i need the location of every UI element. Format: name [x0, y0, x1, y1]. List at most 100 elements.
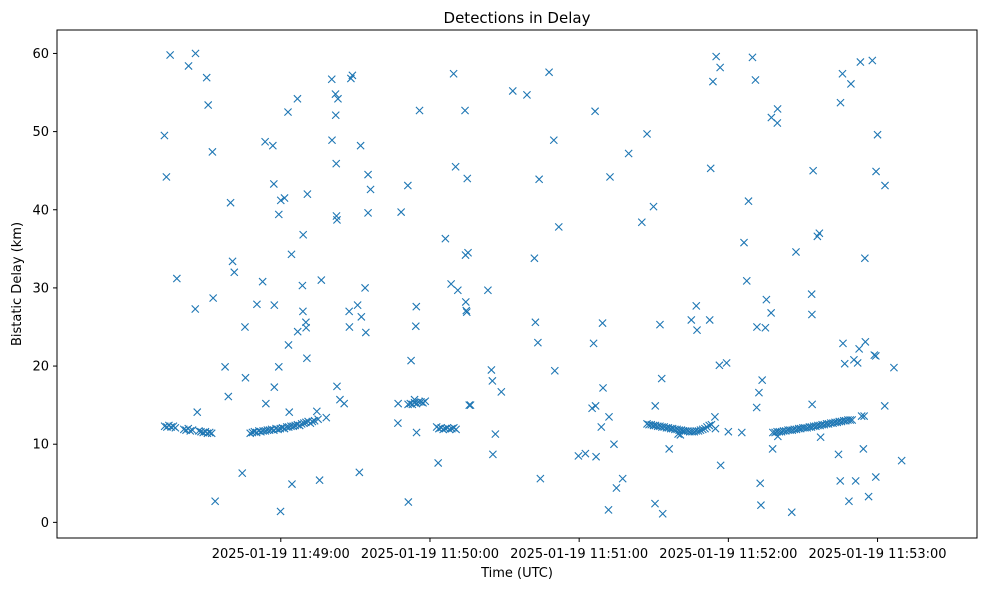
data-point-marker [836, 476, 845, 485]
data-point-marker [649, 202, 658, 211]
data-point-marker [868, 56, 877, 65]
y-tick-label: 20 [32, 360, 49, 375]
data-point-marker [834, 450, 843, 459]
data-point-marker [302, 354, 311, 363]
data-point-marker [545, 68, 554, 77]
data-point-marker [348, 71, 357, 80]
data-point-marker [592, 452, 601, 461]
data-point-marker [679, 426, 688, 435]
data-point-marker [274, 362, 283, 371]
data-point-marker [461, 106, 470, 115]
data-point-marker [415, 106, 424, 115]
data-point-marker [308, 417, 317, 426]
data-point-marker [880, 401, 889, 410]
data-point-marker [412, 428, 421, 437]
data-point-marker [453, 286, 462, 295]
data-point-marker [302, 323, 311, 332]
data-point-marker [252, 300, 261, 309]
data-point-marker [860, 254, 869, 263]
data-point-marker [554, 222, 563, 231]
data-point-marker [194, 426, 203, 435]
data-point-marker [693, 326, 702, 335]
data-point-marker [508, 86, 517, 95]
data-point-marker [754, 388, 763, 397]
data-point-marker [711, 424, 720, 433]
data-point-marker [241, 373, 250, 382]
data-point-marker [238, 469, 247, 478]
data-point-marker [284, 108, 292, 117]
data-point-marker [269, 179, 278, 188]
data-point-marker [859, 444, 868, 453]
data-point-marker [807, 310, 816, 319]
data-point-marker [716, 63, 725, 72]
data-point-marker [274, 210, 283, 219]
data-point-marker [581, 449, 590, 458]
data-point-marker [299, 230, 308, 239]
y-tick-label: 0 [41, 516, 49, 531]
y-tick-label: 60 [32, 47, 49, 62]
data-point-marker [166, 51, 175, 59]
y-tick-label: 50 [32, 125, 49, 140]
data-point-marker [522, 90, 531, 99]
data-markers [160, 49, 906, 518]
x-tick-label: 2025-01-19 11:49:00 [212, 547, 350, 562]
data-point-marker [463, 174, 472, 183]
data-point-marker [871, 473, 880, 482]
data-point-marker [287, 250, 296, 259]
data-point-marker [737, 428, 746, 437]
data-point-marker [752, 322, 761, 331]
data-point-marker [188, 426, 197, 435]
data-point-marker [404, 498, 413, 507]
data-point-marker [162, 172, 171, 181]
data-point-marker [393, 419, 402, 428]
data-point-marker [846, 79, 855, 88]
data-point-marker [889, 363, 898, 372]
data-point-marker [452, 425, 461, 434]
data-point-marker [712, 52, 721, 61]
data-point-marker [462, 306, 471, 315]
y-tick-label: 40 [32, 203, 49, 218]
data-point-marker [171, 423, 180, 432]
data-point-marker [289, 422, 298, 431]
data-point-marker [599, 383, 608, 392]
data-point-marker [298, 281, 307, 290]
data-point-marker [861, 337, 870, 346]
data-point-marker [692, 301, 701, 310]
data-point-marker [588, 404, 597, 413]
data-point-marker [202, 73, 211, 82]
data-point-marker [710, 412, 719, 421]
chart-title: Detections in Delay [444, 9, 591, 27]
data-point-marker [606, 172, 614, 181]
data-point-marker [357, 312, 366, 321]
data-point-marker [871, 351, 880, 360]
data-point-marker [355, 468, 364, 477]
data-point-marker [293, 94, 302, 103]
data-point-marker [228, 257, 237, 266]
data-point-marker [897, 456, 906, 465]
data-point-marker [412, 302, 421, 311]
data-point-marker [464, 248, 473, 257]
data-point-marker [315, 476, 324, 485]
data-point-marker [836, 98, 845, 107]
data-point-marker [208, 147, 217, 156]
data-point-marker [284, 340, 293, 349]
data-point-marker [844, 497, 853, 506]
data-point-marker [855, 344, 864, 353]
data-point-marker [261, 137, 270, 146]
data-point-marker [410, 395, 419, 404]
data-point-marker [439, 425, 448, 434]
data-point-marker [768, 444, 777, 453]
data-point-marker [280, 194, 289, 203]
data-point-marker [333, 94, 342, 103]
data-point-marker [597, 423, 606, 432]
data-point-marker [533, 338, 542, 347]
data-point-marker [722, 358, 731, 367]
data-point-marker [332, 215, 341, 224]
data-point-marker [331, 90, 340, 99]
data-point-marker [356, 141, 365, 150]
data-point-marker [751, 76, 760, 85]
data-point-marker [172, 274, 181, 283]
data-point-marker [397, 208, 406, 217]
data-point-marker [193, 408, 202, 417]
data-point-marker [589, 339, 598, 348]
